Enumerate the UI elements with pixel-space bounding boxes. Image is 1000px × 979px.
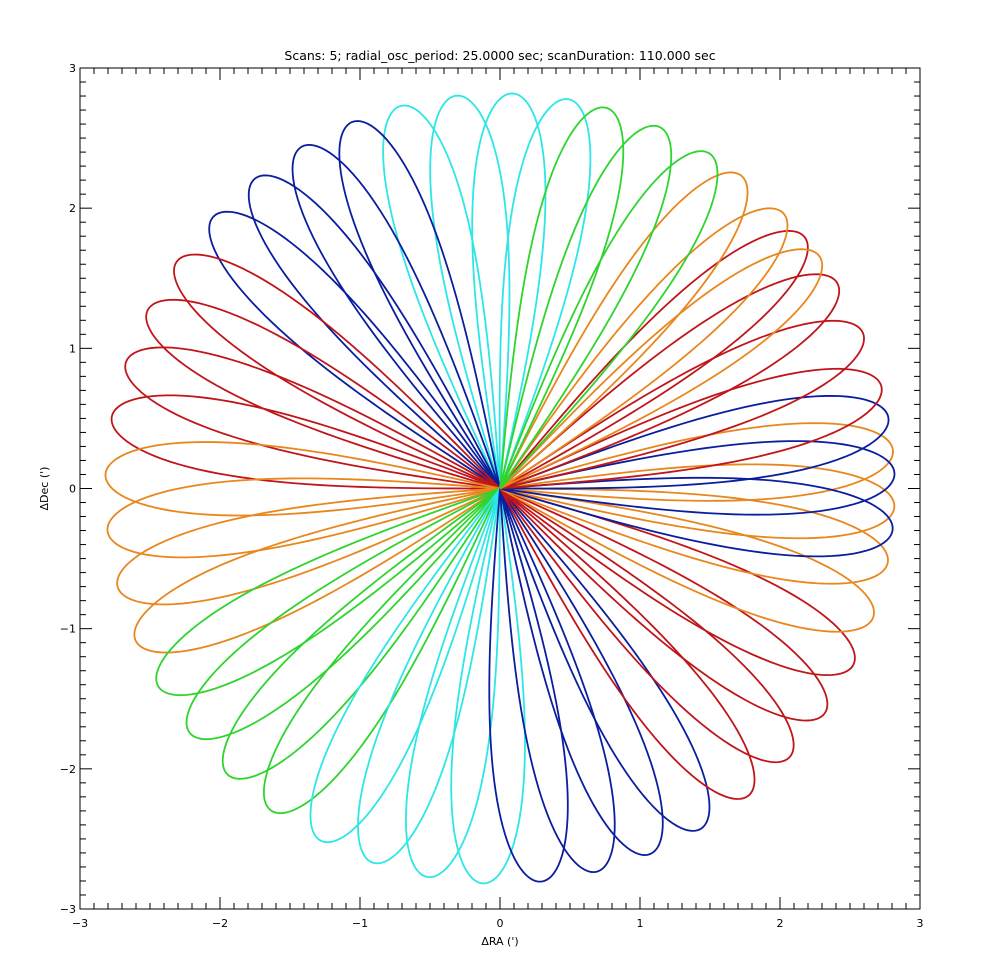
scan-petal: [499, 394, 890, 490]
scan-petal: [499, 487, 889, 585]
y-tick-label: −3: [60, 903, 76, 916]
x-tick-label: −1: [352, 917, 368, 930]
y-tick-label: 2: [69, 202, 76, 215]
scan-petal: [499, 150, 719, 490]
scan-series: [488, 487, 711, 883]
scan-petal: [185, 487, 501, 741]
scan-petal: [309, 487, 501, 844]
scan-petal: [124, 346, 501, 490]
x-tick-label: −3: [72, 917, 88, 930]
scan-petal: [499, 487, 756, 800]
scan-traces: [104, 92, 896, 885]
scan-petal: [405, 488, 501, 879]
scan-series: [155, 487, 501, 815]
scan-petal: [488, 488, 569, 883]
y-tick-label: 0: [69, 483, 76, 496]
scan-petal: [499, 440, 896, 516]
y-tick-label: 3: [69, 62, 76, 75]
scan-petal: [499, 367, 883, 490]
scan-petal: [133, 487, 501, 654]
scan-petal: [499, 487, 856, 677]
x-tick-label: 1: [637, 917, 644, 930]
scan-series: [499, 487, 856, 800]
scan-petal: [429, 94, 511, 489]
scan-petal: [499, 207, 789, 490]
scan-series: [499, 422, 896, 633]
scan-petal: [173, 253, 501, 490]
scan-petal: [382, 104, 501, 489]
y-tick-label: 1: [69, 342, 76, 355]
scan-petal: [208, 210, 501, 490]
x-tick-label: 3: [917, 917, 924, 930]
y-tick-labels: −3 −2 −1 0 1 2 3: [60, 62, 76, 916]
scan-petal: [499, 487, 829, 722]
scan-petal: [499, 319, 865, 490]
scan-petal: [221, 487, 501, 780]
scan-petal: [291, 144, 501, 490]
scan-petal: [499, 124, 673, 490]
y-axis-label: ΔDec ('): [38, 467, 51, 511]
scan-petal: [499, 230, 809, 490]
scan-petal: [155, 487, 501, 697]
scan-petal: [498, 98, 592, 489]
scan-petal: [104, 441, 501, 517]
scan-petal: [262, 487, 501, 815]
scan-petal: [471, 92, 547, 489]
scan-series: [382, 92, 592, 489]
scan-petal: [499, 487, 711, 832]
scan-petal: [145, 298, 501, 490]
x-axis-label: ΔRA ('): [481, 935, 518, 948]
x-tick-label: −2: [212, 917, 228, 930]
scan-series: [104, 441, 501, 654]
scan-petal: [116, 487, 501, 606]
scan-series: [499, 394, 896, 558]
scan-series: [499, 106, 719, 490]
chart-title: Scans: 5; radial_osc_period: 25.0000 sec…: [284, 48, 715, 63]
scan-petal: [499, 422, 894, 502]
y-tick-label: −2: [60, 763, 76, 776]
scan-petal: [499, 273, 841, 490]
scan-petal: [499, 488, 616, 874]
scan-series: [499, 230, 883, 490]
x-tick-label: 2: [777, 917, 784, 930]
scan-petal: [247, 174, 501, 490]
x-tick-label: 0: [497, 917, 504, 930]
x-tick-labels: −3 −2 −1 0 1 2 3: [72, 917, 924, 930]
scan-petal: [499, 248, 824, 490]
scan-series: [309, 487, 526, 885]
scan-petal: [499, 488, 664, 856]
scan-petal: [110, 394, 501, 490]
scan-series: [110, 253, 501, 490]
scan-petal: [499, 487, 795, 764]
scan-petal: [338, 120, 501, 489]
scan-petal: [499, 106, 625, 489]
scan-series: [499, 171, 824, 490]
scan-petal: [499, 463, 896, 540]
scan-petal: [357, 488, 501, 865]
scan-series: [208, 120, 501, 490]
scan-petal: [499, 487, 875, 633]
scan-petal: [499, 476, 894, 558]
scan-petal: [499, 171, 749, 490]
y-tick-label: −1: [60, 623, 76, 636]
axis-ticks: [79, 67, 921, 910]
scan-petal: [450, 488, 526, 885]
scan-petal: [106, 477, 501, 559]
